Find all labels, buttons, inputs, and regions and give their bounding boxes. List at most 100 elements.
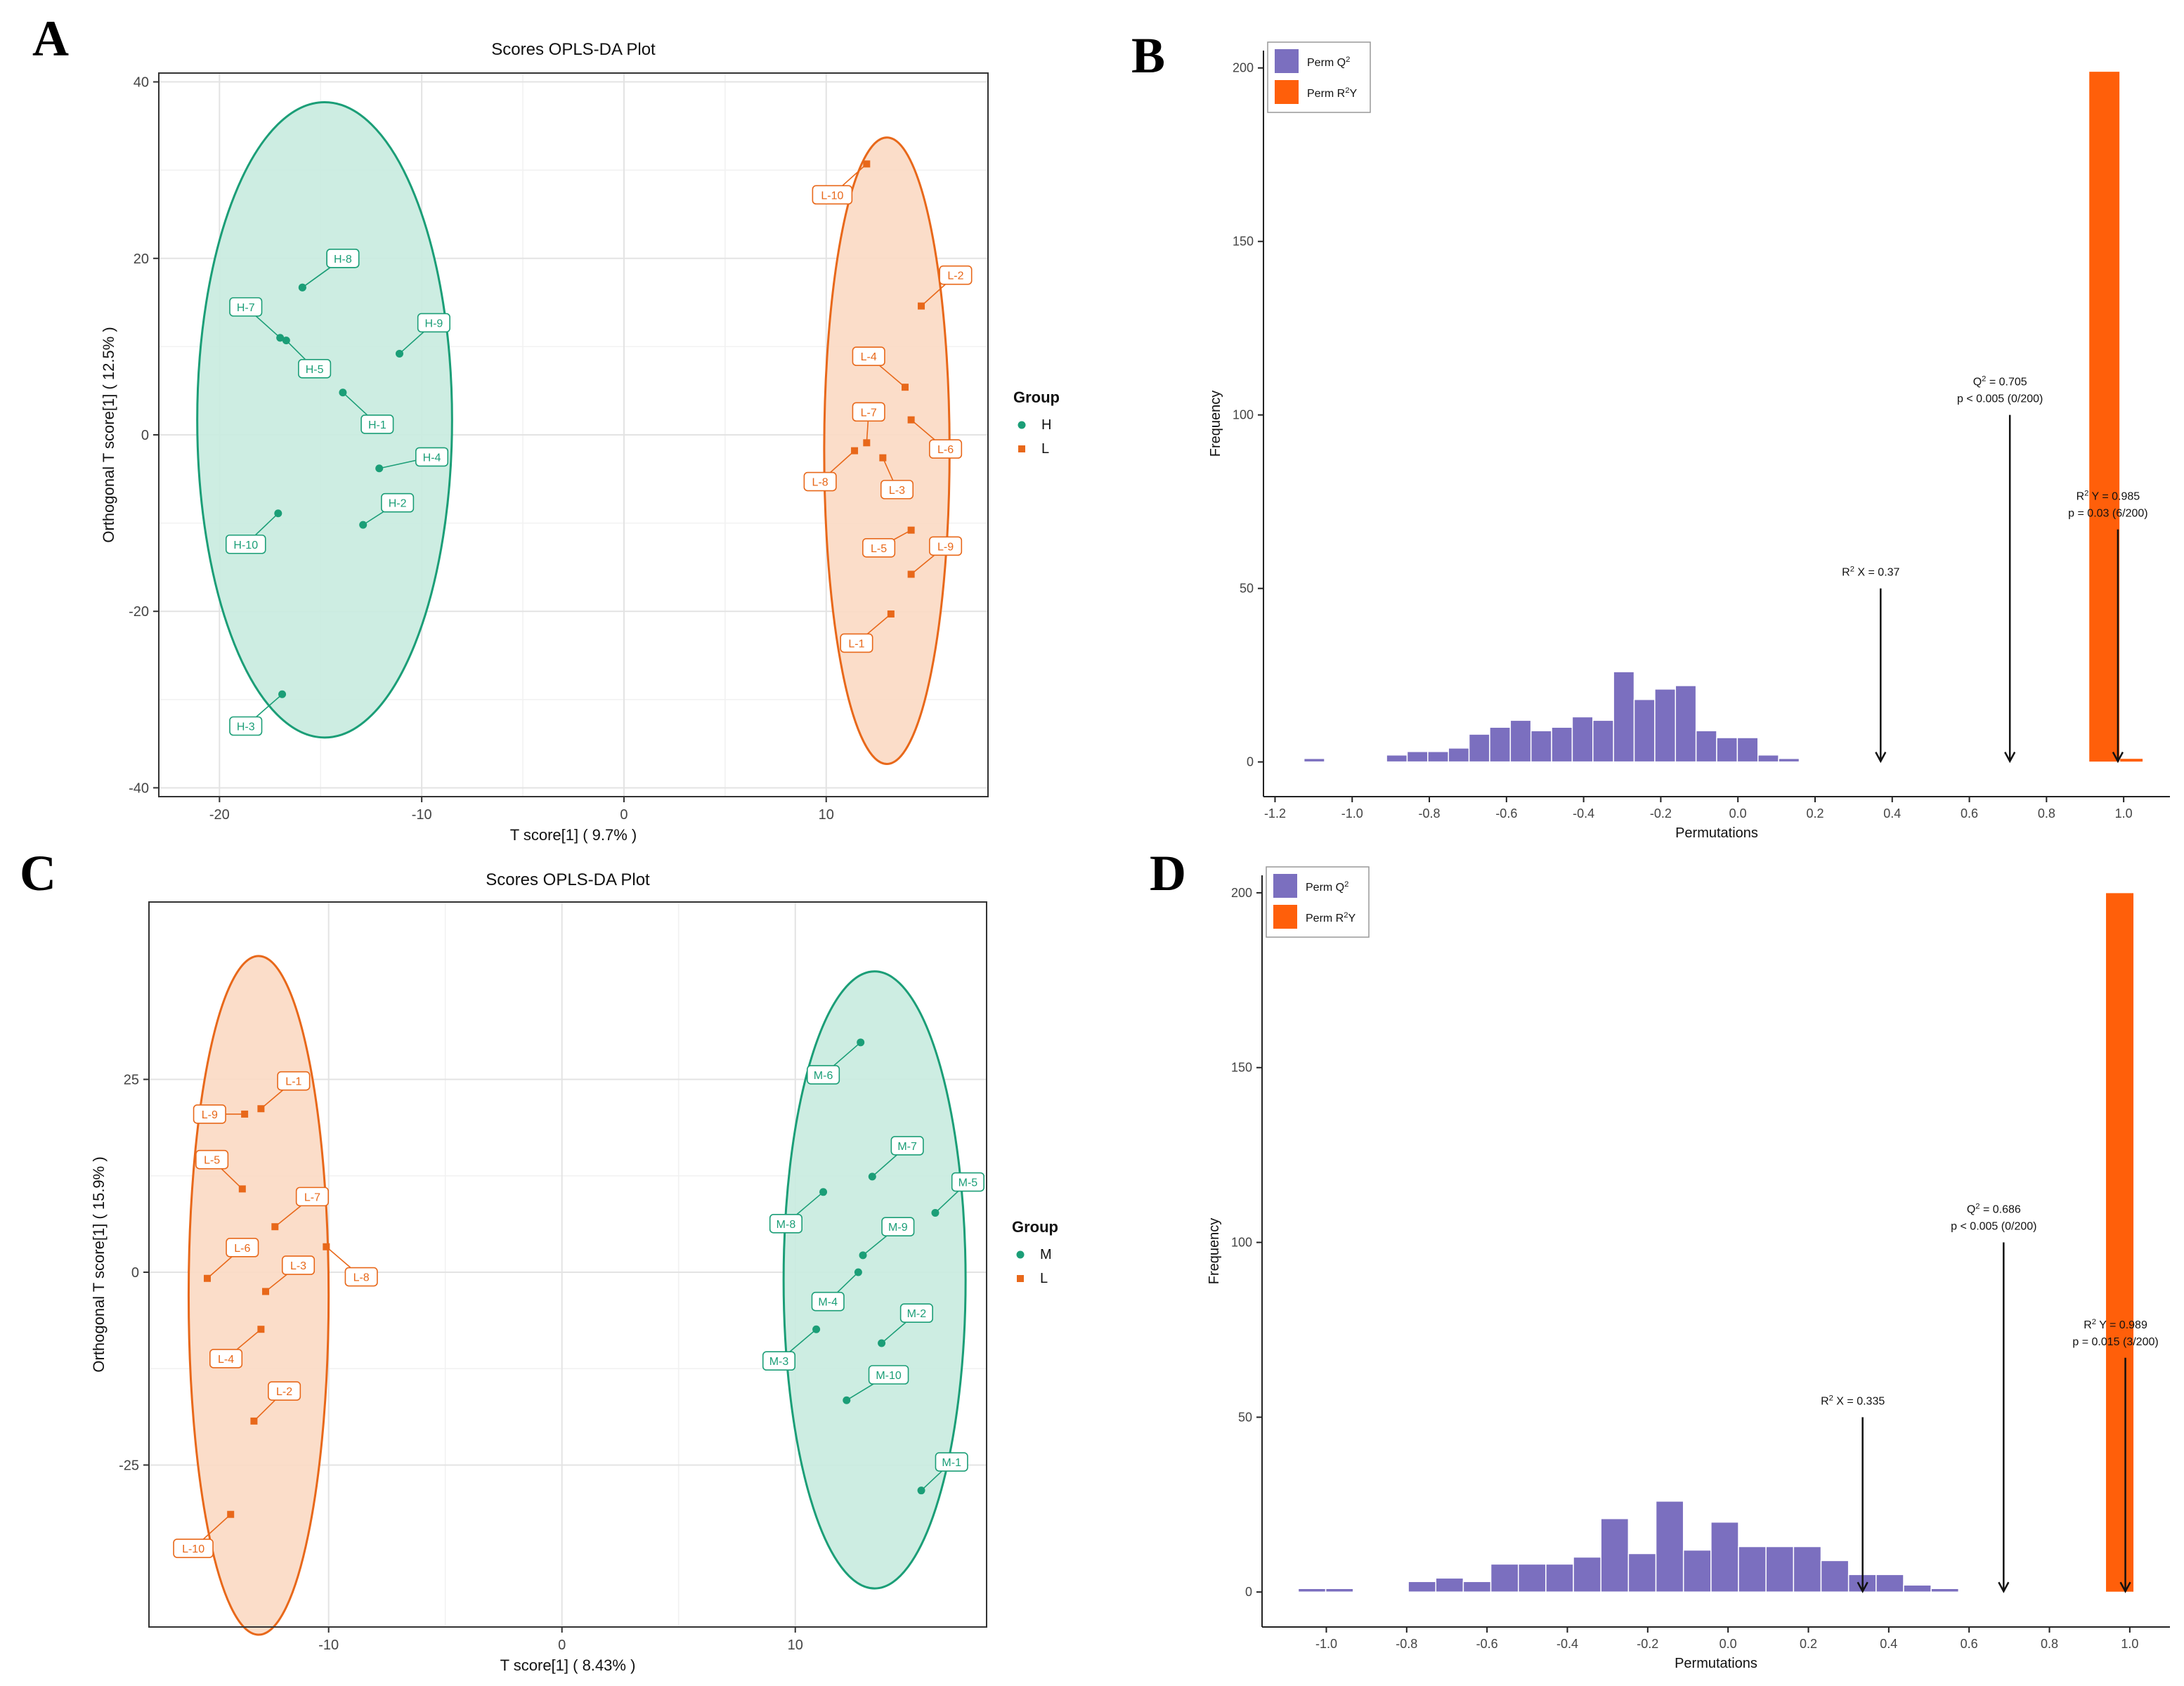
x-tick-label: 0.2	[1800, 1637, 1817, 1651]
r2y-histogram-bar	[2105, 892, 2135, 1593]
point-label-box	[811, 1291, 845, 1312]
arrow-head	[1998, 1581, 2010, 1593]
q2-histogram-bar	[1633, 698, 1656, 763]
q2-histogram-bar	[1490, 1563, 1519, 1593]
legend-key-h	[1018, 421, 1026, 429]
arrow-head	[2004, 752, 2016, 764]
point-label: H-9	[425, 318, 443, 329]
q2-annotation: p < 0.005 (0/200)	[1951, 1221, 2036, 1233]
point-label: M-8	[776, 1219, 796, 1231]
plot-frame	[158, 72, 989, 797]
x-tick-label: 0.4	[1883, 806, 1901, 821]
legend-label-perm-r2y: Perm R2Y	[1307, 86, 1357, 100]
point-label: L-2	[276, 1386, 292, 1398]
point-label: H-5	[306, 364, 324, 376]
x-tick-label: -0.4	[1573, 806, 1594, 821]
y-tick-label: 100	[1233, 408, 1254, 422]
r2y-annotation: p = 0.03 (6/200)	[2068, 508, 2147, 520]
legend-label-l: L	[1040, 1271, 1048, 1286]
legend-key-m	[1016, 1250, 1025, 1259]
plot-frame	[148, 901, 987, 1628]
y-tick-label: 200	[1233, 61, 1254, 75]
point-label-box	[807, 1065, 840, 1085]
point-label-box	[935, 1452, 968, 1472]
y-tick-label: 40	[134, 75, 149, 91]
x-tick-label: -0.8	[1396, 1637, 1417, 1651]
point-label: L-2	[947, 270, 963, 282]
data-point	[907, 416, 915, 424]
x-axis-label: T score[1] ( 9.7% )	[510, 826, 637, 844]
point-label: M-3	[769, 1356, 789, 1368]
q2-histogram-bar	[1592, 719, 1614, 763]
point-label: M-2	[907, 1308, 927, 1320]
data-point	[918, 302, 925, 310]
point-label-box	[939, 265, 973, 285]
data-point	[907, 570, 915, 578]
point-label: M-5	[958, 1177, 978, 1189]
data-point	[819, 1188, 828, 1196]
r2y-annotation: R2 Y = 0.985	[2076, 490, 2140, 503]
y-tick-label: 150	[1231, 1061, 1252, 1075]
q2-histogram-bar	[1386, 754, 1408, 763]
data-point	[257, 1326, 265, 1333]
y-axis-label: Orthogonal T score[1] ( 15.9% )	[90, 1156, 108, 1372]
r2y-annotation: R2 Y = 0.989	[2084, 1318, 2147, 1331]
point-label-box	[929, 536, 963, 556]
x-tick-label: -0.4	[1556, 1637, 1578, 1651]
x-tick-label: 0.8	[2038, 806, 2055, 821]
q2-histogram-bar	[1406, 751, 1429, 763]
q2-histogram-bar	[1435, 1577, 1464, 1593]
y-tick-label: 0	[131, 1265, 139, 1281]
point-label-box	[769, 1214, 803, 1234]
point-label: M-7	[897, 1141, 917, 1153]
point-label-box	[225, 534, 266, 554]
point-label: M-10	[876, 1370, 902, 1382]
legend-key-perm-q2	[1275, 49, 1299, 73]
data-point	[851, 447, 859, 455]
point-label-box	[295, 1187, 329, 1207]
point-label: L-7	[861, 407, 877, 419]
legend-label-l: L	[1041, 441, 1049, 457]
x-tick-label: 10	[788, 1638, 803, 1653]
point-label: L-6	[234, 1243, 250, 1255]
q2-histogram-bar	[1736, 737, 1759, 763]
point-label-box	[193, 1104, 226, 1124]
x-axis-label: T score[1] ( 8.43% )	[500, 1656, 636, 1674]
y-tick-label: 50	[1240, 582, 1254, 596]
data-point	[276, 334, 285, 342]
x-tick-label: -1.0	[1341, 806, 1363, 821]
x-tick-label: -0.2	[1637, 1637, 1658, 1651]
panel-letter-a: A	[32, 11, 69, 67]
point-label-box	[803, 471, 837, 492]
q2-histogram-bar	[1710, 1521, 1739, 1593]
point-label-box	[268, 1381, 301, 1401]
point-label-box	[890, 1136, 924, 1156]
point-label: L-4	[218, 1354, 234, 1366]
data-point	[863, 160, 871, 168]
point-label-box	[209, 1349, 243, 1368]
x-tick-label: -0.8	[1419, 806, 1441, 821]
x-tick-label: 0.2	[1806, 806, 1824, 821]
y-tick-label: -20	[129, 604, 149, 620]
legend-key-perm-r2y	[1273, 905, 1297, 929]
arrow-head	[1857, 1581, 1868, 1593]
point-label-box	[195, 1149, 229, 1170]
point-label: L-5	[871, 543, 887, 555]
y-tick-label: 50	[1238, 1410, 1252, 1424]
data-point	[278, 690, 287, 698]
data-point	[238, 1185, 246, 1193]
q2-histogram-bar	[1600, 1517, 1630, 1593]
point-label: M-9	[888, 1222, 908, 1234]
data-point	[250, 1417, 258, 1425]
q2-histogram-bar	[1303, 757, 1325, 763]
point-label: H-2	[389, 498, 407, 510]
point-label: L-10	[182, 1543, 204, 1555]
q2-histogram-bar	[1716, 737, 1738, 763]
legend-label-m: M	[1040, 1247, 1052, 1262]
point-label-box	[326, 248, 360, 268]
data-point	[907, 526, 915, 534]
data-point	[395, 349, 403, 358]
point-label-box	[929, 439, 963, 459]
q2-histogram-bar	[1627, 1553, 1657, 1593]
x-axis-label: Permutations	[1675, 825, 1758, 841]
